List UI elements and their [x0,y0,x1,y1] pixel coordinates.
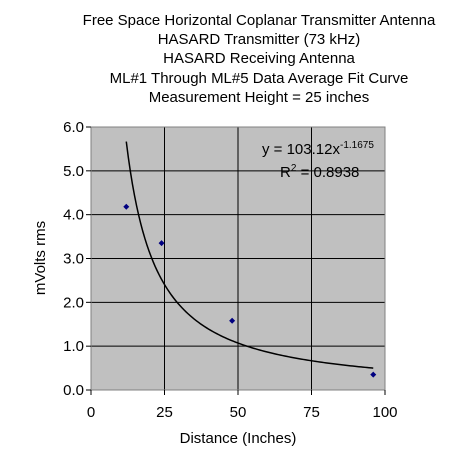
x-tick-label: 75 [303,404,320,421]
title-line-4: ML#1 Through ML#5 Data Average Fit Curve [109,70,409,87]
x-tick-label: 0 [87,404,95,421]
x-tick-label: 50 [230,404,247,421]
fit-r2-prefix: R [280,164,291,181]
fit-equation: y = 103.12x-1.1675 [262,140,374,158]
y-tick-label: 2.0 [63,294,84,311]
y-tick-label: 0.0 [63,382,84,399]
gridlines [91,127,385,390]
y-axis-label: mVolts rms [32,221,49,295]
fit-equation-exponent: -1.1675 [340,140,374,151]
y-tick-label: 5.0 [63,163,84,180]
title-line-5: Measurement Height = 25 inches [148,89,370,106]
title-line-1: Free Space Horizontal Coplanar Transmitt… [82,12,436,29]
x-tick-label: 25 [156,404,173,421]
data-point [123,203,130,210]
y-tick-label: 4.0 [63,207,84,224]
fit-curve-group [125,141,374,369]
x-tick-label: 100 [372,404,397,421]
fit-r-squared: R2 = 0.8938 [280,163,359,181]
y-tick-label: 3.0 [63,251,84,268]
fit-equation-prefix: y = 103.12x [262,141,340,158]
y-tick-label: 6.0 [63,119,84,136]
data-point [370,371,377,378]
y-axis-ticks: 0.0 1.0 2.0 3.0 4.0 5.0 6.0 [63,119,91,399]
x-axis-ticks: 0 25 50 75 100 [87,390,398,421]
data-point [158,240,165,247]
fit-curve [125,141,374,369]
x-axis-label: Distance (Inches) [180,430,297,447]
title-line-3: HASARD Receiving Antenna [163,50,355,67]
data-points [123,203,377,378]
fit-r2-exponent: 2 [291,163,297,174]
y-tick-label: 1.0 [63,338,84,355]
data-point [229,317,236,324]
fit-r2-value: = 0.8938 [296,164,359,181]
title-line-2: HASARD Transmitter (73 kHz) [157,31,361,48]
